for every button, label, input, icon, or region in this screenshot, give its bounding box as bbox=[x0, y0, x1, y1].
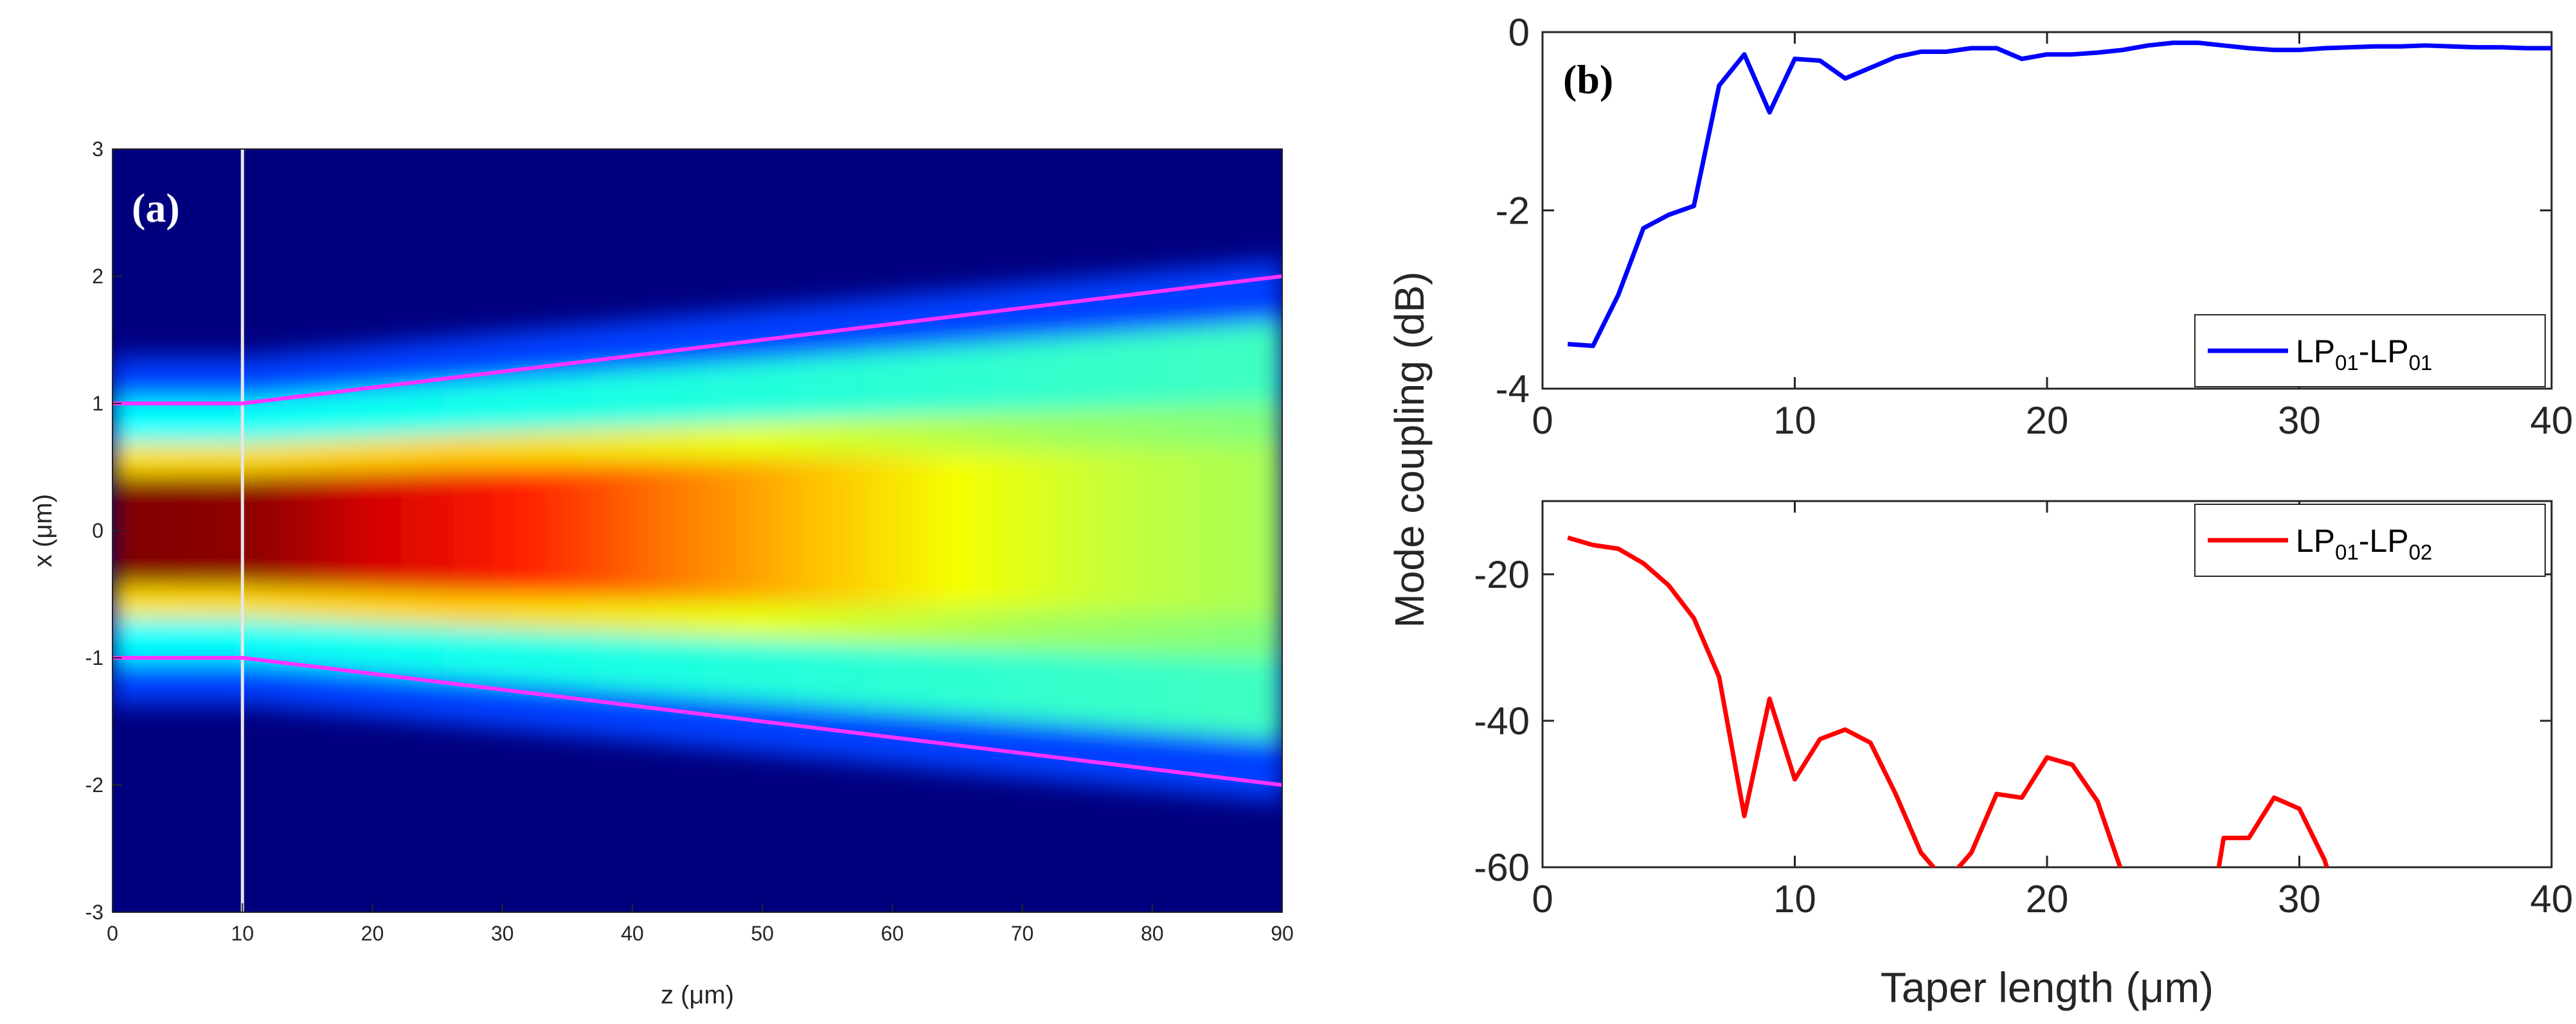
x-tick-label: 10 bbox=[1773, 399, 1816, 442]
waveguide-boundary-upper bbox=[112, 274, 1282, 405]
x-tick-label: 20 bbox=[2026, 878, 2069, 921]
y-tick-label: -3 bbox=[85, 901, 103, 924]
y-tick-label: 0 bbox=[1508, 11, 1530, 54]
axes-b-bottom: 0 10 20 30 40 -20 -40 -60 bbox=[1474, 501, 2573, 921]
y-tick-label: -2 bbox=[1496, 190, 1530, 233]
x-tick-label: 30 bbox=[491, 922, 514, 945]
x-tick-label: 80 bbox=[1141, 922, 1164, 945]
legend-label-lp01-lp02: LP01-LP02 bbox=[2296, 523, 2432, 564]
y-tick-label: 0 bbox=[92, 519, 103, 542]
x-tick-label: 0 bbox=[1532, 878, 1553, 921]
x-tick-label: 0 bbox=[1532, 399, 1553, 442]
x-tick-label: 50 bbox=[751, 922, 774, 945]
heatmap-ylabel: x (μm) bbox=[29, 494, 57, 567]
legend-b-top: LP01-LP01 bbox=[2194, 314, 2546, 387]
x-tick-label: 30 bbox=[2278, 878, 2321, 921]
xlabel-taper-length: Taper length (μm) bbox=[1881, 964, 2214, 1011]
x-tick-label: 20 bbox=[2026, 399, 2069, 442]
y-tick-label: -60 bbox=[1474, 846, 1530, 889]
x-tick-label: 40 bbox=[621, 922, 644, 945]
x-tick-label: 60 bbox=[881, 922, 904, 945]
y-tick-label: -20 bbox=[1474, 553, 1530, 596]
legend-label-lp01-lp01: LP01-LP01 bbox=[2296, 333, 2432, 375]
x-tick-label: 0 bbox=[107, 922, 118, 945]
x-tick-label: 40 bbox=[2530, 878, 2573, 921]
waveguide-boundary-lower bbox=[112, 656, 1282, 787]
x-tick-label: 10 bbox=[1773, 878, 1816, 921]
legend-b-bottom: LP01-LP02 bbox=[2194, 504, 2546, 577]
heatmap-field bbox=[112, 149, 1282, 912]
x-tick-label: 40 bbox=[2530, 399, 2573, 442]
panel-label-b: (b) bbox=[1563, 57, 1613, 102]
heatmap-band-core bbox=[112, 443, 1282, 618]
x-tick-label: 70 bbox=[1011, 922, 1034, 945]
y-tick-label: -4 bbox=[1496, 367, 1530, 410]
heatmap-xlabel: z (μm) bbox=[661, 981, 734, 1009]
y-tick-label: -40 bbox=[1474, 700, 1530, 743]
y-tick-label: 3 bbox=[92, 137, 103, 161]
coupling-panel-b-top: 0 10 20 30 40 0 -2 -4 (b) LP01-LP01 bbox=[1496, 11, 2573, 442]
panel-label-a: (a) bbox=[132, 185, 180, 231]
ylabel-mode-coupling: Mode coupling (dB) bbox=[1386, 272, 1433, 628]
series-line-lp01-lp01 bbox=[1568, 40, 2552, 348]
y-tick-label: 1 bbox=[92, 392, 103, 415]
coupling-panel-b-bottom: 0 10 20 30 40 -20 -40 -60 LP01-LP02 Taper lengt… bbox=[1474, 500, 2573, 1011]
y-tick-label: 2 bbox=[92, 265, 103, 288]
x-tick-label: 10 bbox=[231, 922, 254, 945]
series-line-lp01-lp02 bbox=[1567, 535, 2329, 867]
axes-b-top: 0 10 20 30 40 0 -2 -4 bbox=[1496, 11, 2573, 442]
x-tick-label: 90 bbox=[1271, 922, 1294, 945]
y-tick-label: -2 bbox=[85, 773, 103, 797]
x-tick-label: 30 bbox=[2278, 399, 2321, 442]
x-tick-label: 20 bbox=[361, 922, 384, 945]
y-tick-label: -1 bbox=[85, 646, 103, 669]
